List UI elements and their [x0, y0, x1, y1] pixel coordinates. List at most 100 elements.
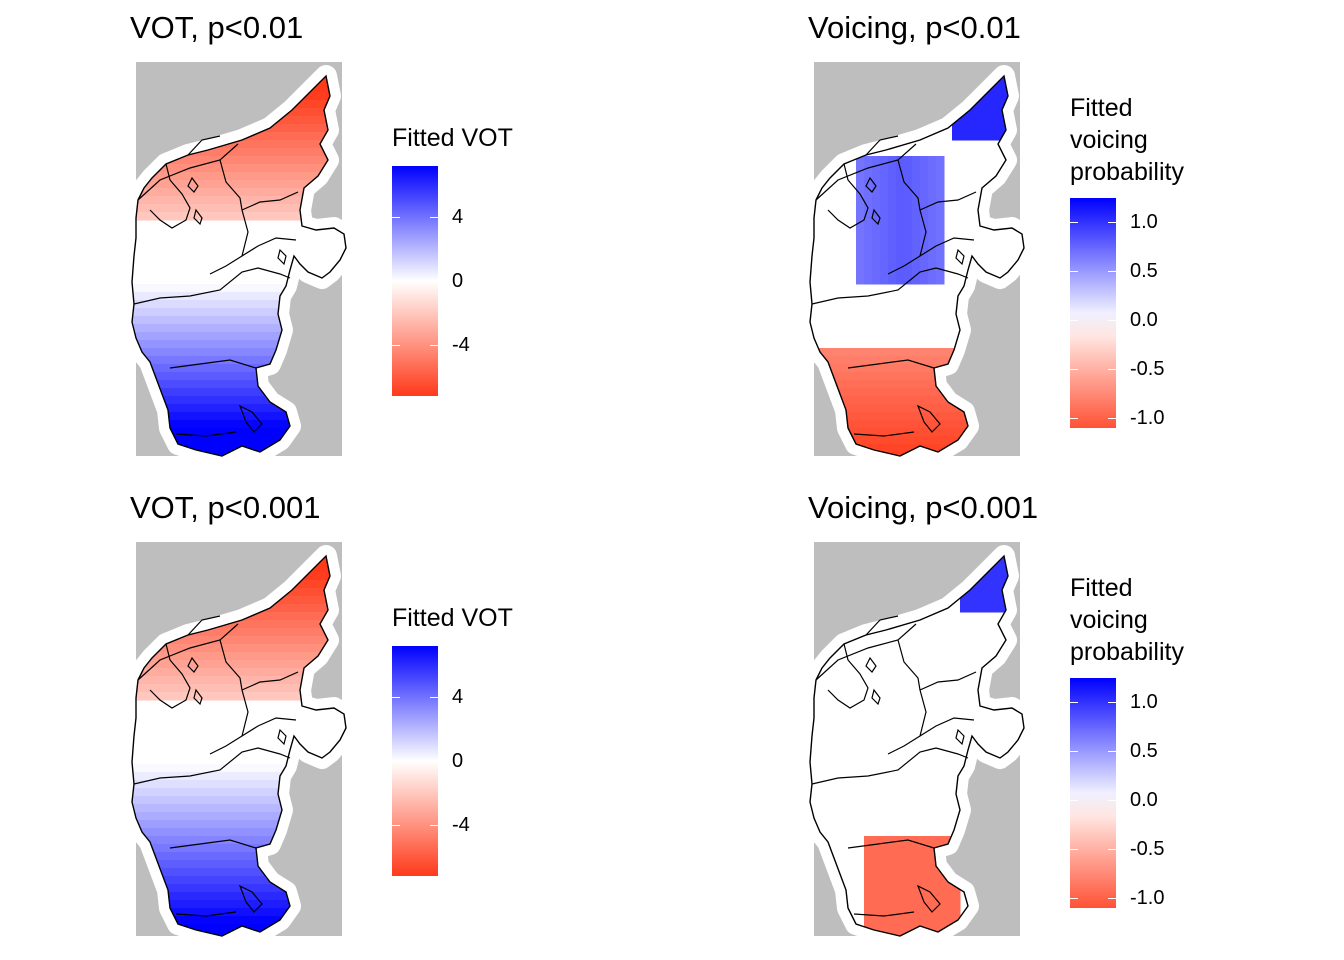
surface-cell	[194, 772, 203, 781]
surface-cell	[872, 276, 881, 285]
surface-cell	[346, 580, 355, 589]
surface-cell	[194, 196, 203, 205]
surface-cell	[138, 212, 147, 221]
surface-cell	[218, 836, 227, 845]
legend-tick-label: -0.5	[1130, 358, 1165, 381]
surface-cell	[250, 292, 259, 301]
surface-cell	[1024, 108, 1033, 117]
surface-cell	[146, 196, 155, 205]
surface-cell	[872, 372, 881, 381]
surface-cell	[266, 180, 275, 189]
surface-cell	[250, 180, 259, 189]
surface-cell	[840, 348, 849, 357]
legend-colorbar	[1070, 678, 1116, 908]
surface-cell	[848, 404, 857, 413]
surface-cell	[864, 156, 873, 165]
surface-cell	[864, 380, 873, 389]
surface-cell	[1024, 100, 1033, 109]
surface-cell	[346, 348, 355, 357]
surface-cell	[920, 852, 929, 861]
surface-cell	[1024, 540, 1033, 549]
surface-cell	[162, 844, 171, 853]
surface-cell	[920, 380, 929, 389]
region-border	[187, 656, 199, 673]
surface-cell	[904, 244, 913, 253]
surface-cell	[346, 428, 355, 437]
surface-cell	[322, 156, 331, 165]
surface-cell	[1024, 564, 1033, 573]
surface-cell	[274, 604, 283, 613]
surface-cell	[944, 916, 953, 925]
surface-cell	[880, 260, 889, 269]
legend-tick-mark	[1070, 898, 1078, 900]
surface-cell	[282, 172, 291, 181]
surface-cell	[234, 380, 243, 389]
surface-cell	[346, 300, 355, 309]
surface-cell	[314, 92, 323, 101]
surface-cell	[186, 916, 195, 925]
surface-cell	[896, 884, 905, 893]
legend-title: Fitted voicing probability	[1070, 92, 1184, 188]
surface-cell	[872, 892, 881, 901]
surface-cell	[170, 692, 179, 701]
surface-cell	[234, 860, 243, 869]
surface-cell	[218, 812, 227, 821]
surface-cell	[186, 284, 195, 293]
surface-cell	[226, 868, 235, 877]
surface-cell	[226, 828, 235, 837]
surface-cell	[234, 828, 243, 837]
surface-cell	[186, 892, 195, 901]
surface-cell	[864, 396, 873, 405]
surface-cell	[178, 900, 187, 909]
surface-cell	[282, 148, 291, 157]
surface-cell	[912, 884, 921, 893]
surface-cell	[242, 772, 251, 781]
surface-cell	[186, 764, 195, 773]
surface-cell	[210, 868, 219, 877]
surface-cell	[186, 388, 195, 397]
surface-cell	[290, 684, 299, 693]
surface-cell	[162, 180, 171, 189]
surface-cell	[282, 652, 291, 661]
surface-cell	[314, 116, 323, 125]
surface-cell	[306, 172, 315, 181]
surface-cell	[880, 884, 889, 893]
surface-cell	[186, 820, 195, 829]
surface-cell	[250, 820, 259, 829]
surface-cell	[162, 316, 171, 325]
surface-cell	[194, 900, 203, 909]
surface-cell	[218, 404, 227, 413]
region-border	[277, 728, 287, 746]
surface-cell	[856, 252, 865, 261]
surface-cell	[840, 396, 849, 405]
legend-tick-mark	[392, 344, 400, 346]
surface-cell	[242, 364, 251, 373]
surface-cell	[178, 812, 187, 821]
surface-cell	[138, 764, 147, 773]
surface-cell	[314, 156, 323, 165]
surface-cell	[146, 780, 155, 789]
surface-cell	[202, 284, 211, 293]
surface-cell	[952, 884, 961, 893]
surface-cell	[194, 644, 203, 653]
surface-cell	[202, 388, 211, 397]
surface-cell	[888, 388, 897, 397]
surface-cell	[1024, 60, 1033, 69]
surface-cell	[960, 412, 969, 421]
surface-cell	[864, 236, 873, 245]
surface-cell	[992, 108, 1001, 117]
surface-cell	[170, 788, 179, 797]
surface-cell	[250, 860, 259, 869]
surface-cell	[250, 132, 259, 141]
surface-cell	[210, 892, 219, 901]
surface-cell	[912, 876, 921, 885]
surface-cell	[258, 892, 267, 901]
surface-cell	[242, 908, 251, 917]
surface-cell	[234, 164, 243, 173]
surface-cell	[250, 612, 259, 621]
surface-cell	[912, 196, 921, 205]
surface-cell	[888, 164, 897, 173]
surface-cell	[258, 428, 267, 437]
surface-cell	[832, 348, 841, 357]
surface-cell	[346, 612, 355, 621]
